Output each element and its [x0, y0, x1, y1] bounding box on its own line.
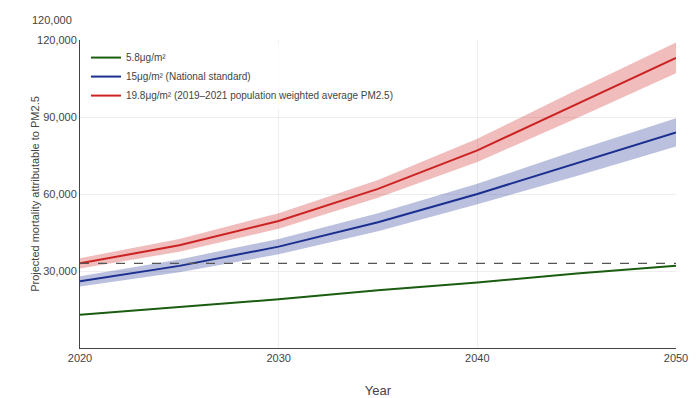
svg-text:2050: 2050	[664, 352, 688, 364]
svg-text:Year: Year	[365, 383, 392, 398]
svg-text:2020: 2020	[68, 352, 92, 364]
svg-text:5.8μg/m²: 5.8μg/m²	[126, 52, 166, 63]
svg-text:19.8μg/m² (2019–2021 populatio: 19.8μg/m² (2019–2021 population weighted…	[126, 90, 393, 101]
svg-text:30,000: 30,000	[43, 265, 77, 277]
svg-text:90,000: 90,000	[43, 111, 77, 123]
svg-text:Projected mortality attributab: Projected mortality attributable to PM2.…	[29, 96, 41, 292]
svg-text:2040: 2040	[465, 352, 489, 364]
svg-text:60,000: 60,000	[43, 188, 77, 200]
svg-text:120,000: 120,000	[37, 34, 77, 46]
svg-text:120,000: 120,000	[32, 14, 72, 26]
svg-text:2030: 2030	[266, 352, 290, 364]
svg-text:15μg/m² (National standard): 15μg/m² (National standard)	[126, 71, 251, 82]
